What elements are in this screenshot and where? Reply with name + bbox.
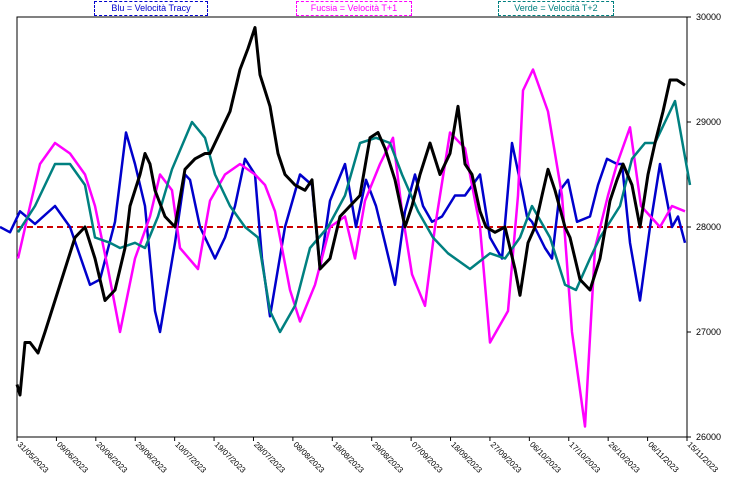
y-tick-label: 28000 xyxy=(696,222,721,232)
series-group xyxy=(0,26,692,428)
legend-item-verde: Verde = Velocità T+2 xyxy=(498,1,614,16)
x-tick-label: 17/10/2023 xyxy=(567,440,602,475)
x-tick-label: 28/07/2023 xyxy=(252,440,287,475)
x-tick-label: 06/11/2023 xyxy=(646,440,681,475)
series-line-fucsia xyxy=(16,68,686,428)
x-tick-label: 15/11/2023 xyxy=(686,440,721,475)
legend-item-fucsia: Fucsia = Velocità T+1 xyxy=(296,1,412,16)
x-tick-label: 09/06/2023 xyxy=(55,440,90,475)
x-tick-label: 20/06/2023 xyxy=(94,440,129,475)
x-tick-label: 26/10/2023 xyxy=(607,440,642,475)
y-tick-label: 30000 xyxy=(696,12,721,22)
x-tick-label: 06/10/2023 xyxy=(528,440,563,475)
x-axis-ticks: 31/05/2023 09/06/2023 20/06/2023 29/06/2023… xyxy=(16,437,721,475)
y-tick-label: 29000 xyxy=(696,117,721,127)
x-tick-label: 29/06/2023 xyxy=(134,440,169,475)
series-line-price xyxy=(15,26,686,397)
series-line-verde xyxy=(16,99,692,334)
y-tick-label: 27000 xyxy=(696,327,721,337)
x-tick-label: 18/08/2023 xyxy=(331,440,366,475)
x-tick-label: 27/09/2023 xyxy=(489,440,524,475)
x-tick-label: 07/09/2023 xyxy=(410,440,445,475)
legend-item-blu: Blu = Velocità Tracy xyxy=(94,1,208,16)
x-tick-label: 10/07/2023 xyxy=(173,440,208,475)
x-tick-label: 19/07/2023 xyxy=(213,440,248,475)
x-tick-label: 31/05/2023 xyxy=(16,440,51,475)
x-tick-label: 29/08/2023 xyxy=(370,440,405,475)
y-axis-ticks: 30000 29000 28000 27000 26000 xyxy=(687,12,721,442)
series-line-blu xyxy=(0,131,687,334)
x-tick-label: 08/08/2023 xyxy=(291,440,326,475)
y-tick-label: 26000 xyxy=(696,432,721,442)
x-tick-label: 18/09/2023 xyxy=(449,440,484,475)
